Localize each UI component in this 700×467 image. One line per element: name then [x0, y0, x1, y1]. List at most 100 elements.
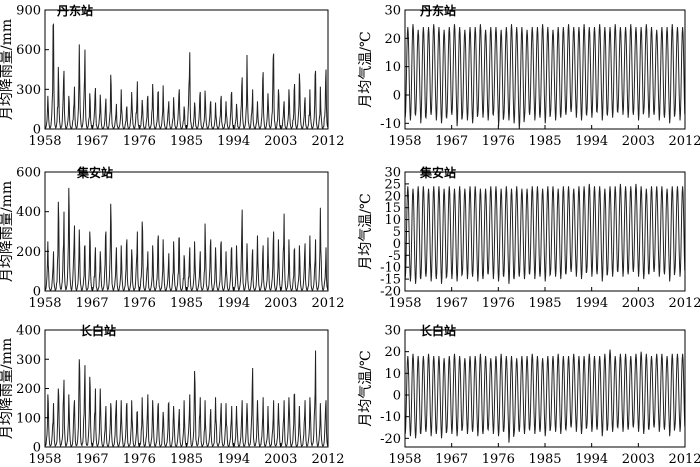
x-tick-label: 1994 — [217, 134, 250, 149]
y-tick-label: 0 — [393, 389, 401, 404]
y-tick-label: 30 — [384, 324, 401, 339]
y-axis-label: 月均降雨量/mm — [0, 19, 15, 120]
y-tick-label: 200 — [16, 382, 41, 397]
y-tick-label: 20 — [384, 345, 401, 360]
y-tick-label: -20 — [380, 432, 401, 447]
panel-title: 集安站 — [419, 165, 456, 180]
y-tick-label: 900 — [16, 4, 41, 19]
x-tick-label: 2003 — [264, 134, 297, 149]
series-line — [404, 349, 686, 443]
y-tick-label: 10 — [384, 367, 401, 382]
panel-title: 长白站 — [420, 323, 456, 338]
y-tick-label: 400 — [16, 205, 41, 220]
x-tick-label: 1994 — [575, 134, 608, 149]
y-tick-label: 30 — [384, 166, 401, 181]
x-tick-label: 1967 — [76, 296, 109, 311]
y-tick-label: 300 — [16, 83, 41, 98]
y-axis-label: 月均气温/℃ — [358, 350, 374, 426]
x-tick-label: 2003 — [264, 296, 297, 311]
x-tick-label: 1994 — [575, 452, 608, 467]
x-tick-label: 1967 — [76, 452, 109, 467]
y-tick-label: -5 — [388, 249, 401, 264]
y-axis-label: 月均气温/℃ — [358, 31, 374, 107]
plot-frame — [44, 9, 329, 130]
panel-title: 长白站 — [80, 323, 116, 338]
y-tick-label: 0 — [393, 237, 401, 252]
y-tick-label: 5 — [393, 225, 401, 240]
x-tick-label: 2003 — [622, 134, 655, 149]
chart-panel-6: 1958 1967 1976 1985 1994 2003 2012 -20 -10 0 10 20 3… — [358, 323, 700, 467]
x-tick-label: 2012 — [311, 134, 344, 149]
y-tick-label: -20 — [380, 285, 401, 300]
x-tick-label: 1976 — [482, 296, 515, 311]
y-tick-label: 400 — [16, 324, 41, 339]
x-tick-label: 1994 — [217, 452, 250, 467]
y-tick-label: 100 — [16, 411, 41, 426]
y-tick-label: 300 — [16, 353, 41, 368]
x-tick-label: 1985 — [528, 452, 561, 467]
chart-panel-1: 1958 1967 1976 1985 1994 2003 2012 0 300 600 900 丹东… — [0, 3, 345, 149]
x-tick-label: 1958 — [388, 452, 421, 467]
x-tick-label: 1985 — [170, 296, 203, 311]
y-tick-label: 0 — [393, 89, 401, 104]
y-tick-label: -10 — [380, 261, 401, 276]
x-tick-label: 1976 — [123, 134, 156, 149]
panel-title: 丹东站 — [57, 3, 93, 18]
x-tick-label: 1958 — [28, 452, 61, 467]
x-tick-label: 1958 — [28, 296, 61, 311]
plot-frame — [44, 171, 329, 292]
y-tick-label: 25 — [384, 177, 401, 192]
x-tick-label: 1967 — [76, 134, 109, 149]
x-tick-label: 1994 — [217, 296, 250, 311]
x-tick-label: 1967 — [435, 452, 468, 467]
y-tick-label: 15 — [384, 201, 401, 216]
x-tick-label: 2012 — [311, 296, 344, 311]
y-tick-label: -10 — [380, 117, 401, 132]
y-tick-label: -10 — [380, 410, 401, 425]
x-tick-label: 2003 — [264, 452, 297, 467]
y-tick-label: 200 — [16, 245, 41, 260]
y-tick-label: 30 — [384, 4, 401, 19]
plot-frame — [44, 329, 329, 448]
x-tick-label: 1985 — [170, 134, 203, 149]
chart-panel-3: 1958 1967 1976 1985 1994 2003 2012 0 200 400 600 集安… — [0, 165, 345, 311]
series-line — [404, 24, 686, 130]
x-tick-label: 1967 — [435, 296, 468, 311]
y-tick-label: 0 — [33, 285, 41, 300]
panel-title: 集安站 — [76, 165, 113, 180]
y-tick-label: 0 — [33, 123, 41, 138]
y-tick-label: 20 — [384, 189, 401, 204]
x-tick-label: 1976 — [123, 296, 156, 311]
x-tick-label: 2012 — [668, 452, 700, 467]
x-tick-label: 1958 — [388, 296, 421, 311]
x-tick-label: 1958 — [388, 134, 421, 149]
y-tick-label: 10 — [384, 213, 401, 228]
y-tick-label: 10 — [384, 60, 401, 75]
x-tick-label: 1976 — [123, 452, 156, 467]
x-tick-label: 2003 — [622, 452, 655, 467]
y-tick-label: 0 — [33, 441, 41, 456]
x-tick-label: 1994 — [575, 296, 608, 311]
chart-panel-5: 1958 1967 1976 1985 1994 2003 2012 0 100 200 300 40… — [0, 323, 345, 467]
y-tick-label: -15 — [380, 273, 401, 288]
series-line — [44, 23, 329, 130]
x-tick-label: 1985 — [528, 296, 561, 311]
x-tick-label: 1985 — [528, 134, 561, 149]
x-tick-label: 1976 — [482, 452, 515, 467]
y-axis-label: 月均气温/℃ — [358, 193, 374, 269]
x-tick-label: 2012 — [668, 296, 700, 311]
x-tick-label: 1958 — [28, 134, 61, 149]
chart-panel-2: 1958 1967 1976 1985 1994 2003 2012 -10 0 10 20 30 丹东… — [358, 3, 700, 149]
chart-panel-4: 1958 1967 1976 1985 1994 2003 2012 -20-15-10-50… — [358, 165, 700, 311]
y-tick-label: 600 — [16, 166, 41, 181]
y-tick-label: 600 — [16, 43, 41, 58]
x-tick-label: 1967 — [435, 134, 468, 149]
y-axis-label: 月均降雨量/mm — [0, 181, 15, 282]
x-tick-label: 2012 — [668, 134, 700, 149]
y-tick-label: 20 — [384, 32, 401, 47]
series-line — [404, 183, 686, 284]
series-line — [44, 350, 329, 448]
panel-title: 丹东站 — [420, 3, 456, 18]
series-line — [44, 187, 329, 292]
